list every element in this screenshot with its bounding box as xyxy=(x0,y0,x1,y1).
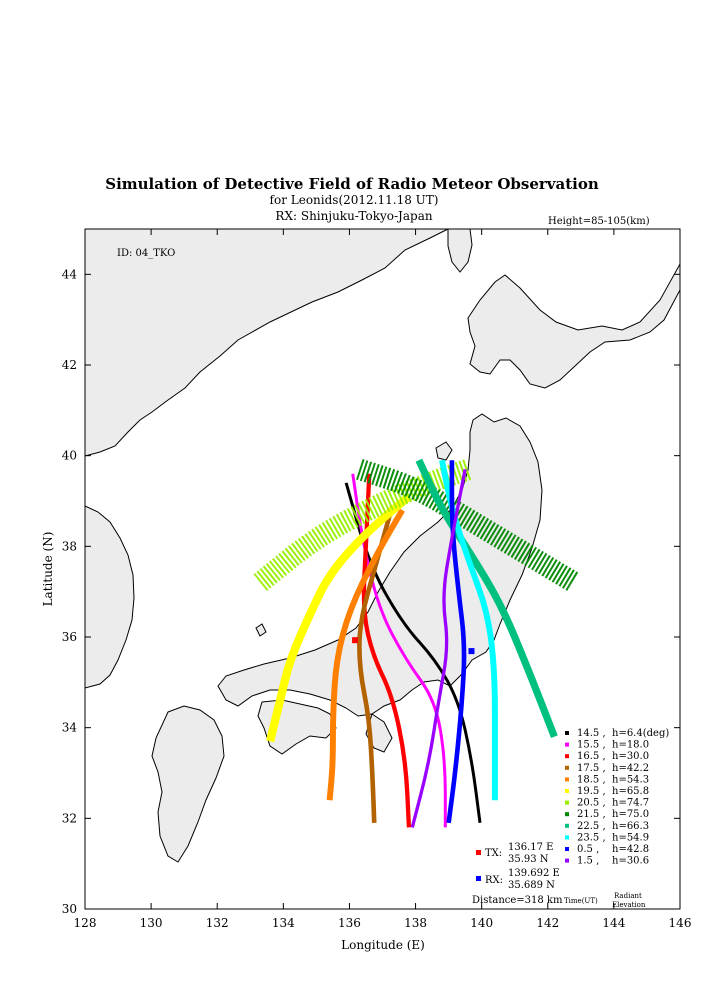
track-0_5 xyxy=(446,460,467,824)
chart-subtitle-shower: for Leonids(2012.11.18 UT) xyxy=(270,193,439,207)
legend-swatch xyxy=(565,789,569,793)
x-tick-label: 140 xyxy=(470,916,493,930)
x-tick-label: 132 xyxy=(206,916,229,930)
x-tick-label: 134 xyxy=(272,916,295,930)
legend-elevation: h=75.0 xyxy=(612,809,649,820)
legend-swatch xyxy=(565,858,569,863)
legend-elevation: h=54.9 xyxy=(612,832,649,843)
y-tick-label: 40 xyxy=(62,449,77,463)
rx-marker xyxy=(468,648,475,655)
chart-title: Simulation of Detective Field of Radio M… xyxy=(105,175,599,193)
honshu xyxy=(217,413,543,717)
legend-swatch xyxy=(565,754,569,759)
x-tick-label: 144 xyxy=(602,916,625,930)
legend-swatch xyxy=(565,800,569,805)
y-tick-label: 36 xyxy=(62,630,77,644)
id-label: ID: 04_TKO xyxy=(117,248,175,259)
x-tick-label: 136 xyxy=(338,916,361,930)
legend-time-header: Time(UT) xyxy=(564,897,598,905)
asia-mainland xyxy=(84,228,449,457)
legend-elevation: h=66.3 xyxy=(612,821,649,832)
y-tick-label: 32 xyxy=(62,811,77,825)
x-tick-label: 138 xyxy=(404,916,427,930)
legend-time: 19.5 , xyxy=(577,786,606,797)
rx-legend-swatch xyxy=(476,876,481,881)
y-tick-label: 38 xyxy=(62,539,77,553)
legend-time: 21.5 , xyxy=(577,809,606,820)
y-axis-label: Latitude (N) xyxy=(41,532,55,607)
sakhalin xyxy=(447,228,473,273)
y-tick-label: 30 xyxy=(62,902,77,916)
tx-legend-swatch xyxy=(476,850,481,855)
legend-swatch xyxy=(565,777,569,782)
land-masses xyxy=(84,228,681,863)
korean-peninsula xyxy=(84,505,135,689)
legend-swatch xyxy=(565,765,569,770)
legend-elevation: h=42.2 xyxy=(612,763,649,774)
legend-time: 18.5 , xyxy=(577,774,606,785)
y-tick-label: 34 xyxy=(62,721,78,735)
rx-lon: 139.692 E xyxy=(508,868,560,879)
legend-elevation: h=54.3 xyxy=(612,774,649,785)
track-23_5 xyxy=(439,459,498,801)
legend-swatch xyxy=(565,823,569,828)
tx-lon: 136.17 E xyxy=(508,842,553,853)
legend-elevation-header: Elevation xyxy=(612,901,646,909)
track-22_5 xyxy=(415,458,558,739)
track-19_5 xyxy=(266,493,412,743)
legend-time: 20.5 , xyxy=(577,798,606,809)
track-17_5 xyxy=(357,504,395,823)
tx-lat: 35.93 N xyxy=(508,854,549,865)
x-tick-label: 128 xyxy=(74,916,97,930)
height-label: Height=85-105(km) xyxy=(548,216,650,227)
legend-elevation: h=30.0 xyxy=(612,751,649,762)
legend-time: 0.5 , xyxy=(577,844,599,855)
x-tick-label: 142 xyxy=(536,916,559,930)
legend-swatch xyxy=(565,812,569,817)
legend-time: 17.5 , xyxy=(577,763,606,774)
detection-tracks xyxy=(253,458,580,828)
track-14_5 xyxy=(344,482,482,824)
sado-island xyxy=(435,441,453,461)
track-18_5 xyxy=(326,508,405,801)
legend-elevation: h=30.6 xyxy=(612,856,649,867)
legend-time: 16.5 , xyxy=(577,751,606,762)
distance-label: Distance=318 km xyxy=(472,895,563,906)
oki-islands xyxy=(255,623,267,637)
legend-swatch xyxy=(565,835,569,840)
tx-marker xyxy=(352,637,359,644)
x-axis-label: Longitude (E) xyxy=(341,938,425,952)
legend-elevation: h=65.8 xyxy=(612,786,649,797)
y-tick-label: 42 xyxy=(62,358,77,372)
y-tick-label: 44 xyxy=(62,267,78,281)
axes: 128 130 132 134 136 138 140 142 144 146 30 32 34 36 38… xyxy=(62,229,692,930)
legend-swatch xyxy=(565,731,569,735)
tx-label: TX: xyxy=(485,848,502,859)
legend-swatch xyxy=(565,742,569,747)
legend-time: 23.5 , xyxy=(577,832,606,843)
legend-time: 1.5 , xyxy=(577,856,599,867)
legend-time: 22.5 , xyxy=(577,821,606,832)
chart-subtitle-rx: RX: Shinjuku-Tokyo-Japan xyxy=(275,209,432,223)
track-1_5 xyxy=(410,468,467,828)
legend-elevation: h=6.4(deg) xyxy=(612,728,669,739)
plot-frame xyxy=(84,228,681,910)
legend: 14.5 , h=6.4(deg) 15.5 , h=18.0 16.5 , h=30.0… xyxy=(565,728,669,867)
legend-elevation: h=18.0 xyxy=(612,740,649,751)
legend-time: 15.5 , xyxy=(577,740,606,751)
kyushu xyxy=(151,705,225,863)
legend-radiant-header: Radiant xyxy=(614,892,642,900)
rx-label: RX: xyxy=(485,875,503,886)
hokkaido xyxy=(467,262,681,389)
legend-elevation: h=42.8 xyxy=(612,844,649,855)
x-tick-label: 130 xyxy=(140,916,163,930)
legend-elevation: h=74.7 xyxy=(612,798,649,809)
rx-lat: 35.689 N xyxy=(508,880,555,891)
legend-time: 14.5 , xyxy=(577,728,606,739)
track-20_5 xyxy=(253,459,472,591)
x-tick-label: 146 xyxy=(669,916,692,930)
legend-swatch xyxy=(565,847,569,851)
